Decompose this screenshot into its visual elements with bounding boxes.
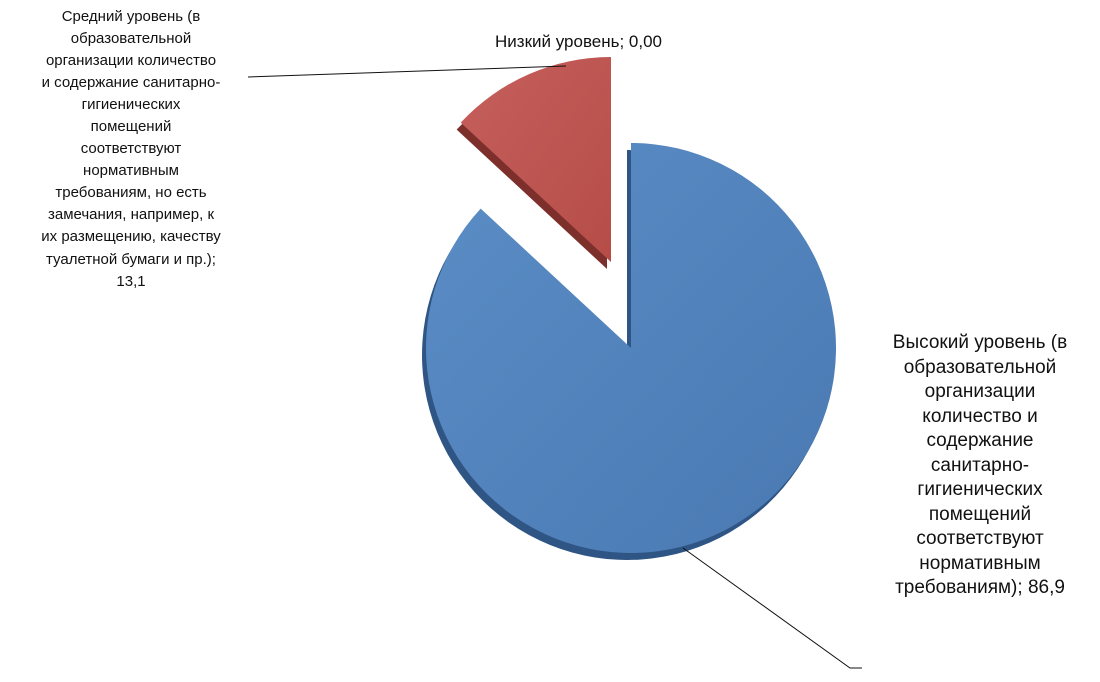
pie-slice-medium (460, 57, 611, 262)
pie-slice-high (426, 143, 837, 553)
data-label-medium: Средний уровень (в образовательной орган… (41, 8, 221, 290)
data-label-low: Низкий уровень; 0,00 (495, 32, 663, 51)
leader-line-high (682, 547, 862, 669)
data-label-high: Высокий уровень (в образовательной орган… (892, 332, 1068, 598)
leader-line-medium (247, 65, 567, 78)
